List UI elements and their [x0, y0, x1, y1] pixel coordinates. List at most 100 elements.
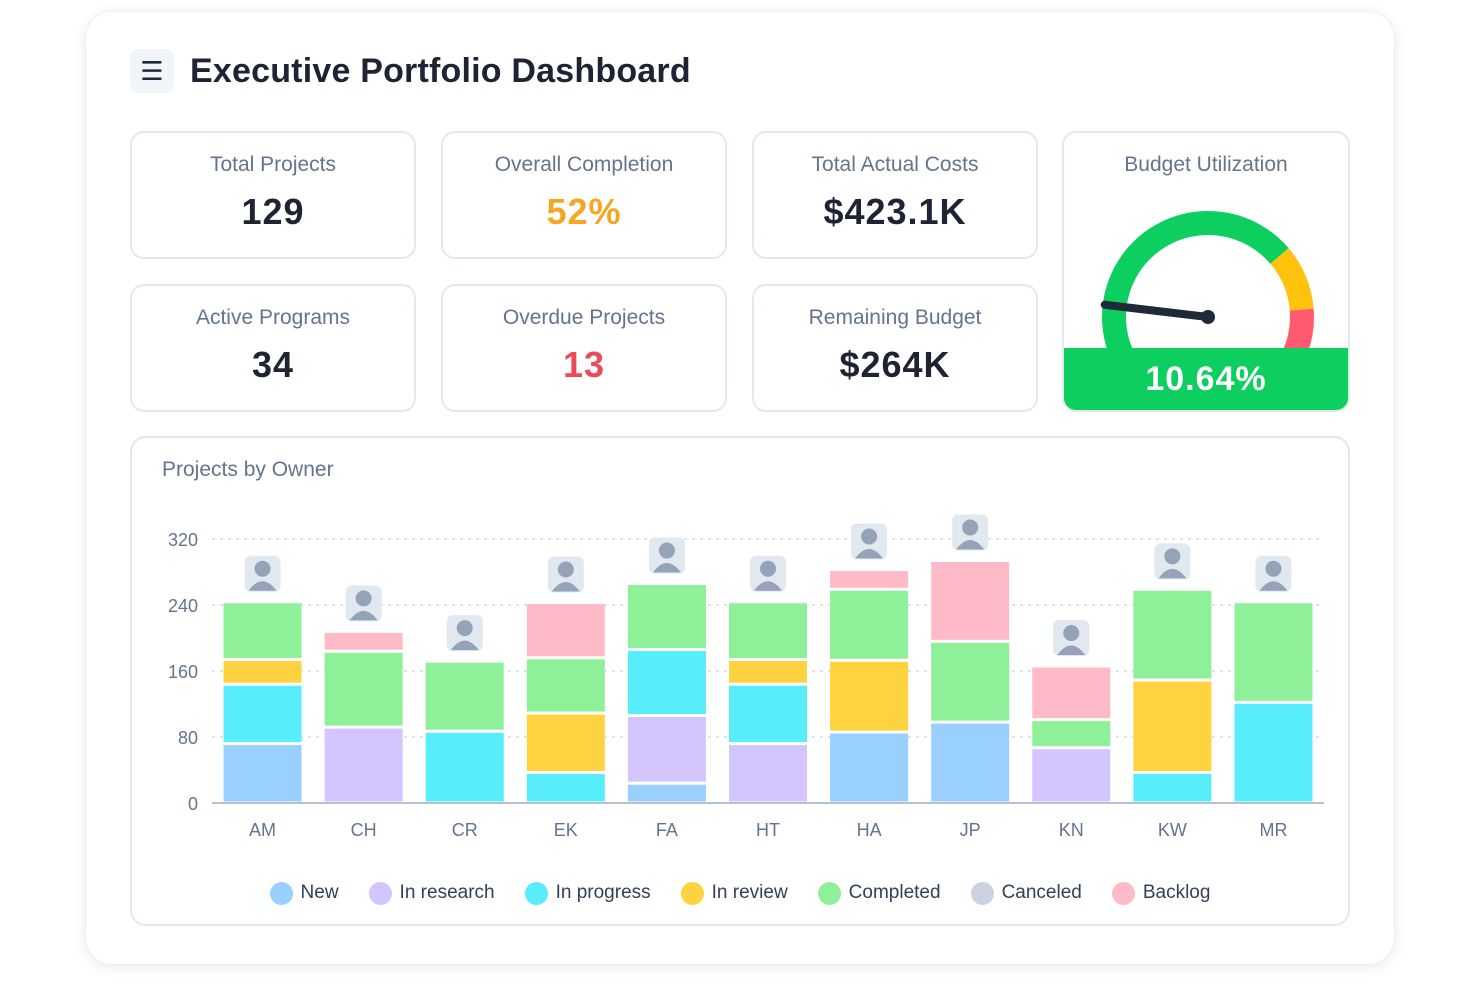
bar-segment[interactable] [223, 660, 302, 683]
gauge-zone [1270, 248, 1314, 311]
bar-segment[interactable] [324, 632, 403, 650]
kpi-card-remaining-budget: Remaining Budget $264K [752, 284, 1038, 412]
bar-segment[interactable] [729, 745, 807, 802]
gauge-zone [1283, 308, 1314, 353]
legend-label: Canceled [1001, 882, 1082, 903]
bar-segment[interactable] [526, 659, 605, 712]
bar-segment[interactable] [1032, 749, 1111, 802]
y-tick-label: 80 [178, 728, 198, 748]
gauge-needle [1100, 300, 1212, 321]
bar-segment[interactable] [1032, 721, 1111, 747]
bar-segment[interactable] [627, 585, 706, 649]
bar-segment[interactable] [324, 728, 403, 802]
legend-swatch [269, 881, 293, 905]
gauge-needle-hub [1201, 310, 1215, 324]
kpi-label: Overdue Projects [502, 306, 666, 329]
bar-segment[interactable] [830, 661, 909, 731]
y-tick-label: 160 [168, 662, 198, 682]
bar-segment[interactable] [223, 685, 302, 743]
gauge-value: 10.64% [1064, 348, 1348, 410]
x-tick-label: CH [351, 820, 377, 840]
hamburger-menu-icon[interactable]: ☰ [130, 49, 174, 93]
owner-avatar [345, 585, 382, 622]
bar-segment[interactable] [830, 571, 909, 588]
legend-item[interactable]: Canceled [970, 881, 1082, 905]
kpi-label: Overall Completion [494, 153, 674, 176]
x-tick-label: HA [857, 820, 882, 840]
bar-segment[interactable] [830, 590, 909, 659]
bar-segment[interactable] [324, 652, 403, 726]
bar-segment[interactable] [223, 603, 302, 658]
bar-segment[interactable] [729, 660, 807, 683]
legend-swatch [970, 881, 994, 905]
kpi-value: 52% [546, 191, 622, 232]
bar-segment[interactable] [1133, 590, 1212, 679]
kpi-value: $264K [839, 344, 951, 385]
x-tick-label: HT [756, 820, 780, 840]
gauge-zone [1102, 211, 1289, 353]
y-tick-label: 240 [168, 596, 198, 616]
legend-item[interactable]: In progress [524, 881, 651, 905]
owner-avatar [446, 615, 483, 652]
owner-avatar [952, 514, 989, 551]
bar-segment[interactable] [931, 723, 1010, 802]
chart-legend: New In research In progress In review Comple… [132, 879, 1348, 907]
y-tick-label: 0 [188, 794, 198, 814]
bar-segment[interactable] [526, 604, 605, 657]
projects-by-owner-card: Projects by Owner 0 80 160 240 320 AM CH CR EK FA… [130, 436, 1350, 926]
legend-swatch [680, 881, 704, 905]
x-tick-label: KN [1059, 820, 1084, 840]
legend-swatch [817, 881, 841, 905]
legend-label: New [300, 882, 339, 903]
bar-segment[interactable] [1032, 667, 1111, 719]
owner-avatar [1255, 555, 1292, 592]
legend-label: Completed [848, 882, 941, 903]
x-tick-label: FA [656, 820, 678, 840]
x-tick-label: EK [554, 820, 578, 840]
owner-avatar [1154, 543, 1191, 580]
bar-segment[interactable] [627, 717, 706, 782]
budget-utilization-card: Budget Utilization 10.64% [1062, 131, 1350, 412]
owner-avatar [244, 555, 281, 592]
legend-item[interactable]: New [269, 881, 339, 905]
legend-label: In progress [555, 882, 651, 903]
legend-label: Backlog [1142, 882, 1211, 903]
legend-item[interactable]: In research [368, 881, 495, 905]
owner-avatar [648, 537, 685, 574]
bar-segment[interactable] [1234, 703, 1313, 802]
bar-segment[interactable] [729, 603, 807, 658]
legend-item[interactable]: Completed [817, 881, 941, 905]
bar-segment[interactable] [425, 732, 504, 802]
bar-segment[interactable] [627, 651, 706, 715]
gauge-label: Budget Utilization [1124, 153, 1288, 176]
bar-segment[interactable] [425, 662, 504, 730]
kpi-label: Total Projects [209, 153, 337, 176]
kpi-card-total-actual-costs: Total Actual Costs $423.1K [752, 131, 1038, 259]
x-tick-label: JP [960, 820, 981, 840]
legend-swatch [524, 881, 548, 905]
bar-segment[interactable] [223, 745, 302, 802]
bar-segment[interactable] [1234, 603, 1313, 701]
kpi-card-active-programs: Active Programs 34 [130, 284, 416, 412]
bar-segment[interactable] [627, 784, 706, 802]
owner-avatar [1053, 620, 1090, 657]
bar-segment[interactable] [830, 733, 909, 802]
x-tick-label: AM [249, 820, 276, 840]
owner-avatar [547, 556, 584, 593]
bar-segment[interactable] [1133, 681, 1212, 771]
kpi-label: Total Actual Costs [811, 153, 979, 176]
bar-segment[interactable] [931, 642, 1010, 721]
legend-label: In research [399, 882, 495, 903]
bar-segment[interactable] [526, 773, 605, 802]
bar-segment[interactable] [526, 714, 605, 771]
kpi-label: Remaining Budget [808, 306, 982, 329]
kpi-value: 13 [562, 344, 606, 385]
owner-avatar [851, 523, 888, 560]
legend-item[interactable]: Backlog [1111, 881, 1211, 905]
legend-item[interactable]: In review [680, 881, 788, 905]
kpi-value: 34 [251, 344, 295, 385]
bar-segment[interactable] [1133, 773, 1212, 802]
bar-segment[interactable] [931, 561, 1010, 640]
y-tick-label: 320 [168, 530, 198, 550]
bar-segment[interactable] [729, 685, 807, 743]
